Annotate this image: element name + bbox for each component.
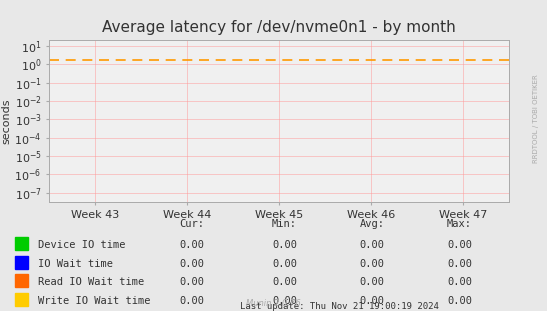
Title: Average latency for /dev/nvme0n1 - by month: Average latency for /dev/nvme0n1 - by mo…	[102, 20, 456, 35]
Bar	[15, 293, 28, 306]
Y-axis label: seconds: seconds	[2, 99, 11, 144]
Text: Read IO Wait time: Read IO Wait time	[38, 277, 144, 287]
Text: 0.00: 0.00	[179, 259, 204, 269]
Bar	[15, 237, 28, 250]
Text: 0.00: 0.00	[359, 259, 385, 269]
Text: Device IO time: Device IO time	[38, 240, 126, 250]
Text: 0.00: 0.00	[272, 277, 297, 287]
Text: IO Wait time: IO Wait time	[38, 259, 113, 269]
Text: 0.00: 0.00	[447, 240, 472, 250]
Text: Munin 2.0.76: Munin 2.0.76	[246, 299, 301, 308]
Bar	[15, 274, 28, 287]
Text: Max:: Max:	[447, 219, 472, 229]
Text: Cur:: Cur:	[179, 219, 204, 229]
Text: Avg:: Avg:	[359, 219, 385, 229]
Text: 0.00: 0.00	[272, 296, 297, 306]
Text: 0.00: 0.00	[447, 296, 472, 306]
Text: 0.00: 0.00	[359, 296, 385, 306]
Text: 0.00: 0.00	[359, 277, 385, 287]
Text: Write IO Wait time: Write IO Wait time	[38, 296, 151, 306]
Text: 0.00: 0.00	[272, 240, 297, 250]
Text: Last update: Thu Nov 21 19:00:19 2024: Last update: Thu Nov 21 19:00:19 2024	[240, 302, 439, 311]
Text: 0.00: 0.00	[447, 259, 472, 269]
Text: 0.00: 0.00	[179, 240, 204, 250]
Text: 0.00: 0.00	[179, 296, 204, 306]
Text: 0.00: 0.00	[179, 277, 204, 287]
Text: 0.00: 0.00	[447, 277, 472, 287]
Text: 0.00: 0.00	[359, 240, 385, 250]
Text: RRDTOOL / TOBI OETIKER: RRDTOOL / TOBI OETIKER	[533, 74, 539, 163]
Text: Min:: Min:	[272, 219, 297, 229]
Text: 0.00: 0.00	[272, 259, 297, 269]
Bar	[15, 256, 28, 269]
